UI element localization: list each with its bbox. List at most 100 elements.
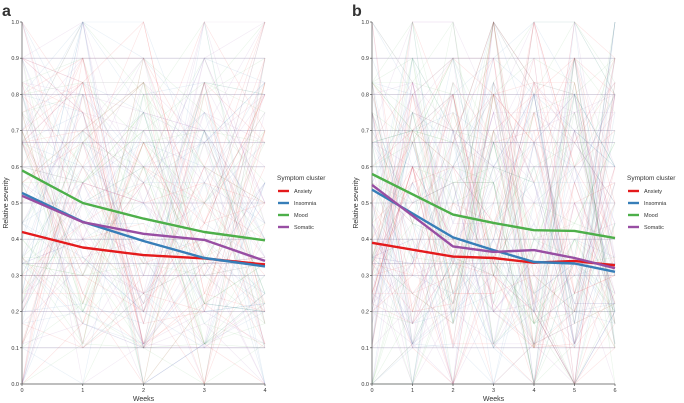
panel-b: 0.0 0.1 0.2 0.3 0.4 0.5 0.6 0.7 0.8 0.9 1.0 0 1 2 3 4 5 6… (352, 3, 676, 403)
trajectory-line (371, 94, 616, 385)
individual-trajectories (21, 20, 266, 386)
trajectory-line (21, 82, 266, 184)
x-tick-label: 3 (492, 388, 495, 394)
trajectory-line (21, 81, 266, 349)
trajectory-line (371, 94, 616, 349)
trajectory-line (371, 94, 616, 348)
trajectory-line (21, 81, 266, 305)
trajectory-line (21, 182, 266, 325)
trajectory-line (21, 82, 266, 385)
trajectory-line (21, 202, 266, 304)
y-tick-label: 0.1 (11, 346, 19, 352)
trajectory-line (21, 82, 266, 313)
trajectory-line (21, 81, 266, 349)
trajectory-line (21, 82, 266, 258)
trajectory-line (371, 57, 616, 348)
trajectory-line (21, 57, 266, 294)
trajectory-line (21, 57, 265, 83)
trajectory-line (371, 57, 616, 312)
y-tick-label: 0.9 (11, 56, 19, 62)
trajectory-line (371, 57, 616, 345)
trajectory-line (21, 82, 266, 168)
trajectory-line (21, 111, 266, 305)
trajectory-line (21, 81, 266, 304)
trajectory-line (22, 82, 266, 305)
trajectory-line (372, 165, 616, 324)
trajectory-line (21, 93, 266, 240)
trajectory-line (371, 82, 616, 385)
trajectory-line (371, 82, 616, 344)
trajectory-line (21, 21, 266, 349)
trajectory-line (22, 112, 266, 349)
trajectory-line (21, 58, 266, 386)
trajectory-line (21, 82, 266, 276)
y-tick-label: 0.4 (361, 237, 369, 243)
series-line-somatic (371, 183, 616, 270)
trajectory-line (21, 239, 266, 385)
trajectory-line (371, 21, 616, 385)
trajectory-line (371, 81, 616, 344)
x-tick-label: 4 (263, 388, 266, 394)
trajectory-line (21, 166, 266, 345)
trajectory-line (21, 21, 266, 325)
trajectory-line (21, 57, 266, 304)
trajectory-line (21, 21, 266, 349)
trajectory-line (21, 112, 266, 240)
trajectory-line (371, 112, 616, 344)
trajectory-line (371, 21, 616, 345)
trajectory-line (21, 93, 266, 324)
y-tick-label: 0.3 (361, 273, 369, 279)
x-tick-label: 4 (532, 388, 535, 394)
trajectory-line (371, 21, 616, 344)
trajectory-line (371, 21, 616, 312)
trajectory-line (371, 21, 616, 313)
trajectory-line (371, 58, 616, 277)
y-tick-label: 0.0 (11, 382, 19, 388)
series-line-insomnia (371, 188, 616, 273)
trajectory-line (21, 21, 266, 258)
trajectory-line (21, 166, 266, 325)
trajectory-line (21, 202, 266, 385)
legend-label: Mood (294, 213, 308, 219)
trajectory-line (371, 82, 616, 385)
trajectory-line (371, 82, 616, 265)
trajectory-line (21, 112, 266, 345)
trajectory-line (21, 111, 266, 313)
y-tick-label: 0.6 (361, 165, 369, 171)
trajectory-line (371, 57, 616, 344)
trajectory-line (371, 21, 616, 386)
trajectory-line (21, 57, 266, 259)
trajectory-line (371, 130, 616, 349)
trajectory-line (21, 57, 266, 344)
trajectory-line (371, 129, 616, 345)
y-tick-label: 0.7 (11, 129, 19, 135)
trajectory-line (371, 58, 616, 345)
trajectory-line (22, 141, 266, 349)
trajectory-line (21, 82, 266, 304)
trajectory-line (371, 142, 615, 304)
trajectory-line (21, 81, 266, 385)
y-tick-label: 0.5 (11, 201, 19, 207)
x-tick-label: 0 (20, 388, 23, 394)
y-axis-label: Relative severity (353, 177, 360, 229)
trajectory-line (21, 238, 265, 349)
x-tick-label: 3 (203, 388, 206, 394)
trajectory-line (21, 58, 266, 312)
trajectory-line (371, 93, 616, 345)
trajectory-line (21, 130, 266, 349)
trajectory-line (371, 93, 616, 348)
trajectory-line (21, 57, 266, 385)
trajectory-line (21, 57, 266, 344)
trajectory-line (21, 58, 266, 385)
y-tick-label: 1.0 (361, 20, 369, 26)
trajectory-line (371, 57, 615, 324)
series-line-mood (371, 172, 616, 240)
trajectory-line (371, 81, 616, 276)
trajectory-line (371, 58, 616, 348)
trajectory-line (371, 20, 616, 304)
trajectory-line (371, 57, 616, 276)
trajectory-line (371, 81, 616, 344)
trajectory-line (371, 21, 616, 264)
trajectory-line (371, 82, 616, 295)
trajectory-line (21, 82, 266, 348)
